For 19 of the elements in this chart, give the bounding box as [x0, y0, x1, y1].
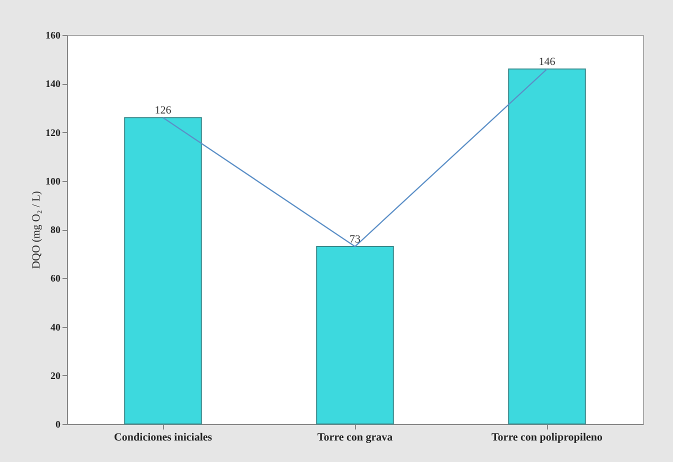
bar: [508, 68, 586, 424]
x-tick-label: Torre con grava: [317, 432, 394, 444]
y-tick-label: 140: [46, 79, 60, 90]
y-tick-label: 160: [46, 30, 60, 42]
y-tick-label: 20: [50, 370, 60, 382]
y-axis-title: DQO (mg O₂ / L): [30, 190, 42, 269]
data-label: 126: [154, 104, 172, 117]
x-tick-label: Torre con polipropileno: [491, 432, 604, 444]
y-tick-label: 80: [50, 225, 60, 236]
y-tick-label: 40: [50, 322, 60, 334]
data-label: 73: [350, 234, 361, 246]
bar: [316, 246, 394, 424]
bar: [124, 117, 202, 424]
y-tick-label: 120: [46, 128, 60, 139]
y-tick-label: 60: [50, 274, 60, 285]
data-label: 146: [538, 56, 556, 68]
y-tick-label: 0: [56, 420, 60, 430]
x-tick-label: Condiciones iniciales: [114, 432, 213, 444]
y-tick-label: 100: [46, 176, 60, 188]
